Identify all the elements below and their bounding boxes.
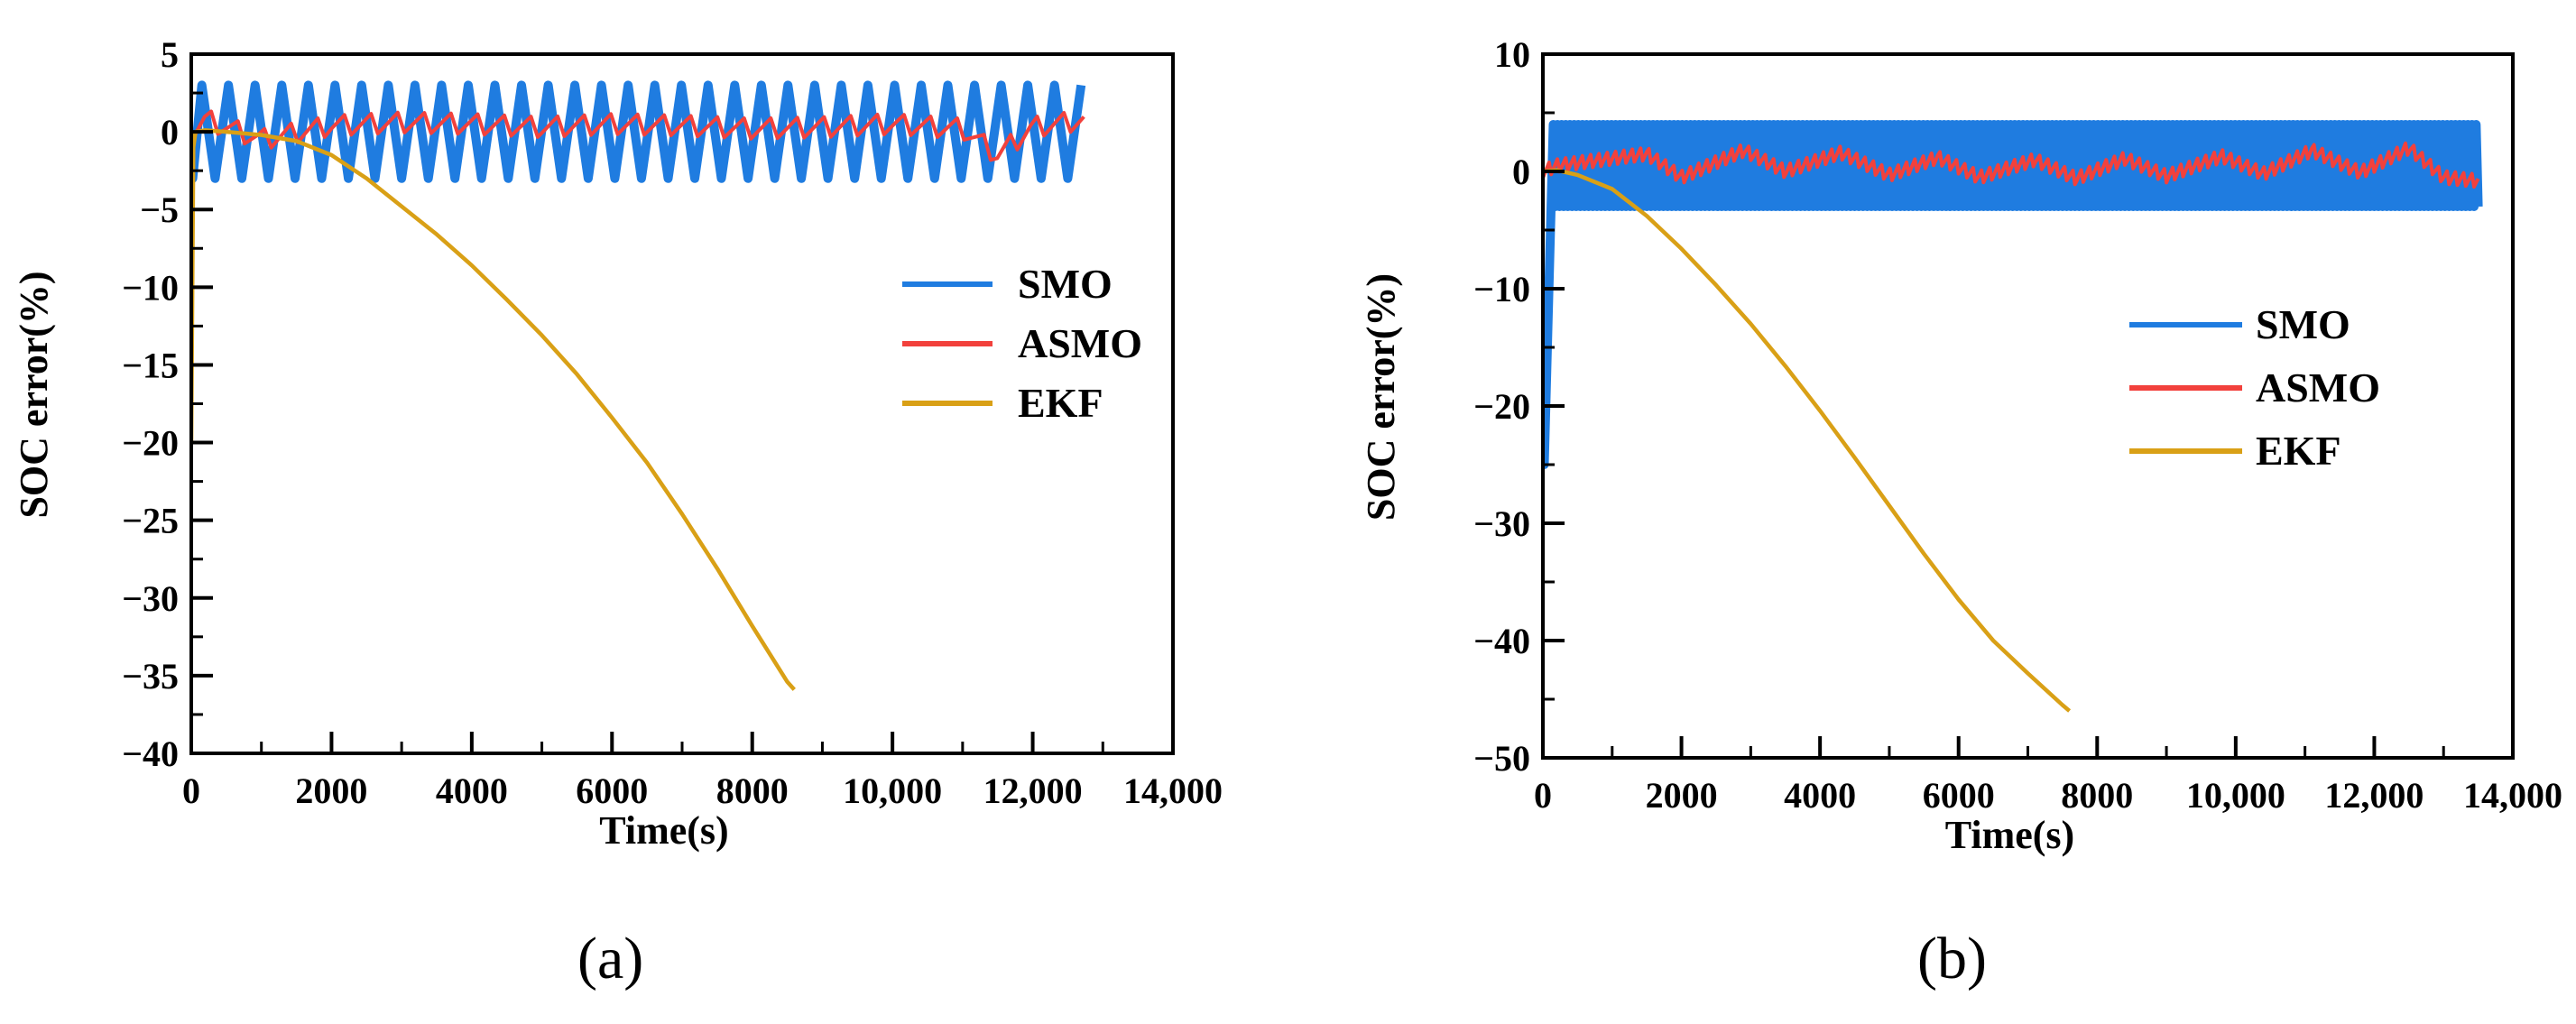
chart-a-x-tick-label: 14,000 [1123, 770, 1223, 811]
chart-b-series-ekf [1543, 168, 2072, 713]
chart-b-x-axis-title: Time(s) [1945, 813, 2074, 857]
panel-label-b: (b) [1917, 926, 1987, 992]
chart-a-series-smo [191, 80, 1086, 183]
chart-a-series-ekf [191, 128, 796, 691]
chart-b-x-tick-label: 0 [1534, 775, 1552, 816]
chart-a-x-tick-label: 6000 [576, 770, 648, 811]
chart-a-x-tick-label: 10,000 [843, 770, 942, 811]
chart-a-x-tick-label: 12,000 [983, 770, 1083, 811]
chart-a-x-tick-label: 4000 [436, 770, 508, 811]
chart-b-y-tick-label: −50 [1473, 738, 1530, 779]
chart-b-y-axis-title: SOC error(%) [1359, 273, 1403, 521]
chart-a-x-tick-label: 0 [182, 770, 200, 811]
chart-b-legend-label-smo: SMO [2256, 301, 2350, 347]
chart-b-x-tick-label: 6000 [1923, 775, 1995, 816]
chart-b-legend-label-ekf: EKF [2256, 428, 2341, 474]
chart-a-y-tick-label: −40 [122, 733, 179, 774]
chart-b-y-tick-label: −40 [1473, 621, 1530, 661]
chart-a-plot-area [191, 80, 1086, 691]
chart-b-y-tick-label: 0 [1512, 152, 1530, 192]
chart-a-y-axis-title: SOC error(%) [12, 271, 56, 518]
chart-b-x-tick-label: 4000 [1784, 775, 1856, 816]
chart-a-y-tick-label: 0 [161, 112, 179, 152]
chart-a-y-tick-label: −20 [122, 423, 179, 464]
chart-a-y-tick-label: −5 [140, 189, 179, 230]
chart-b-x-tick-label: 14,000 [2463, 775, 2562, 816]
chart-a-y-tick-label: −30 [122, 578, 179, 619]
chart-a-y-tick-label: 5 [161, 34, 179, 75]
chart-a-y-tick-label: −35 [122, 656, 179, 697]
chart-b-y-tick-label: −30 [1473, 503, 1530, 544]
chart-a-legend-label-asmo: ASMO [1018, 320, 1142, 366]
chart-a-x-tick-label: 2000 [295, 770, 367, 811]
chart-a-y-tick-label: −10 [122, 267, 179, 308]
chart-b-x-tick-label: 2000 [1646, 775, 1718, 816]
chart-b-legend-label-asmo: ASMO [2256, 364, 2380, 411]
chart-b-x-tick-label: 10,000 [2186, 775, 2285, 816]
chart-b-y-tick-label: −10 [1473, 269, 1530, 309]
chart-a: 0 2000 4000 6000 8000 10,000 12,000 14,000 5 0 −5 −… [12, 34, 1223, 853]
chart-b-series-asmo [1543, 141, 2480, 189]
chart-b-plot-area [1543, 120, 2483, 713]
chart-b: 0 2000 4000 6000 8000 10,000 12,000 14,000 10 0 −1… [1359, 34, 2562, 857]
chart-a-series-asmo [191, 109, 1085, 162]
chart-b-x-tick-label: 12,000 [2324, 775, 2424, 816]
chart-b-y-tick-label: 10 [1494, 34, 1530, 75]
chart-b-y-tick-label: −20 [1473, 386, 1530, 427]
chart-a-x-axis-title: Time(s) [599, 808, 728, 853]
chart-a-x-tick-label: 8000 [716, 770, 789, 811]
chart-a-legend-label-ekf: EKF [1018, 380, 1103, 426]
chart-b-x-tick-label: 8000 [2061, 775, 2133, 816]
chart-a-legend-label-smo: SMO [1018, 261, 1113, 307]
panel-label-a: (a) [577, 926, 644, 992]
chart-a-y-tick-label: −25 [122, 501, 179, 541]
chart-a-y-tick-label: −15 [122, 345, 179, 385]
